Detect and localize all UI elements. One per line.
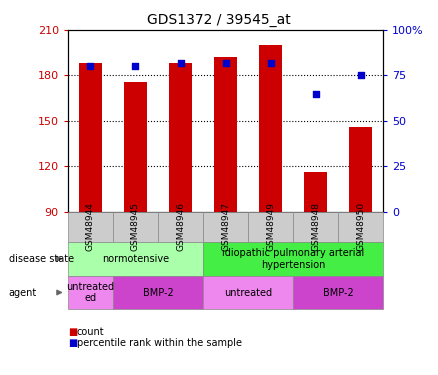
Bar xyxy=(350,127,372,212)
Text: ■: ■ xyxy=(68,338,77,348)
Text: GSM48945: GSM48945 xyxy=(131,202,140,251)
Text: GSM48950: GSM48950 xyxy=(356,202,365,251)
Text: GSM48949: GSM48949 xyxy=(266,202,275,251)
Text: disease state: disease state xyxy=(9,254,74,264)
Point xyxy=(222,60,229,66)
Text: BMP-2: BMP-2 xyxy=(323,288,353,297)
Point xyxy=(177,60,184,66)
Bar xyxy=(169,63,192,212)
Text: untreated
ed: untreated ed xyxy=(66,282,114,303)
Bar xyxy=(214,57,237,212)
Point xyxy=(357,72,364,78)
Text: GSM48947: GSM48947 xyxy=(221,202,230,251)
Point xyxy=(312,91,319,97)
Text: untreated: untreated xyxy=(224,288,272,297)
Point xyxy=(87,63,94,69)
Point xyxy=(267,60,274,66)
Bar xyxy=(124,81,147,212)
Text: GSM48948: GSM48948 xyxy=(311,202,320,251)
Text: idiopathic pulmonary arterial
hypertension: idiopathic pulmonary arterial hypertensi… xyxy=(222,248,364,270)
Text: GSM48944: GSM48944 xyxy=(86,202,95,251)
Bar xyxy=(304,172,327,212)
Text: normotensive: normotensive xyxy=(102,254,169,264)
Bar xyxy=(79,63,102,212)
Text: GDS1372 / 39545_at: GDS1372 / 39545_at xyxy=(147,13,291,27)
Text: percentile rank within the sample: percentile rank within the sample xyxy=(77,338,242,348)
Bar xyxy=(259,45,282,212)
Text: ■: ■ xyxy=(68,327,77,337)
Point xyxy=(132,63,139,69)
Text: GSM48946: GSM48946 xyxy=(176,202,185,251)
Text: BMP-2: BMP-2 xyxy=(143,288,173,297)
Text: count: count xyxy=(77,327,104,337)
Text: agent: agent xyxy=(9,288,37,297)
